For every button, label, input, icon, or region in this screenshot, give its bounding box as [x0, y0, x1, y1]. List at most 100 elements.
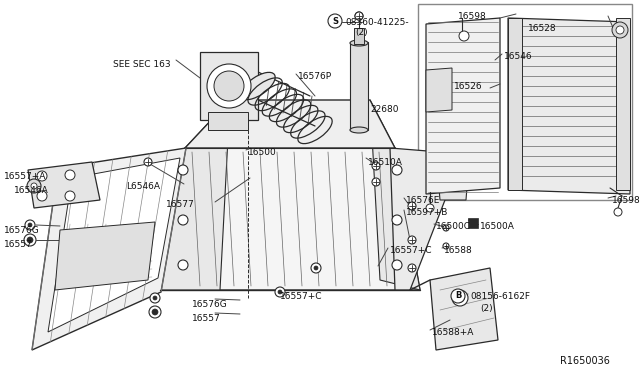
- Circle shape: [149, 306, 161, 318]
- Circle shape: [452, 290, 468, 306]
- Text: 16597+B: 16597+B: [406, 208, 449, 217]
- Text: R1650036: R1650036: [560, 356, 610, 366]
- Polygon shape: [48, 158, 180, 332]
- Circle shape: [392, 165, 402, 175]
- Bar: [418, 4, 632, 200]
- Circle shape: [144, 158, 152, 166]
- Polygon shape: [436, 148, 470, 200]
- Circle shape: [408, 236, 416, 244]
- Polygon shape: [616, 18, 630, 190]
- Text: 16588: 16588: [444, 246, 473, 255]
- Text: SEE SEC 163: SEE SEC 163: [113, 60, 171, 69]
- Circle shape: [27, 237, 33, 243]
- Text: 08360-41225-: 08360-41225-: [345, 18, 408, 27]
- Text: 22680: 22680: [370, 105, 399, 114]
- Text: B: B: [455, 292, 461, 301]
- Polygon shape: [200, 52, 258, 120]
- Circle shape: [459, 31, 469, 41]
- Circle shape: [37, 171, 47, 181]
- Circle shape: [152, 309, 158, 315]
- Circle shape: [153, 296, 157, 300]
- Circle shape: [614, 208, 622, 216]
- Polygon shape: [208, 112, 248, 130]
- Circle shape: [311, 263, 321, 273]
- Circle shape: [612, 22, 628, 38]
- Circle shape: [178, 215, 188, 225]
- Text: 16557: 16557: [192, 314, 221, 323]
- Text: 16557: 16557: [4, 240, 33, 249]
- Text: 16500C: 16500C: [436, 222, 471, 231]
- Text: 16598: 16598: [612, 196, 640, 205]
- Text: (2): (2): [480, 304, 493, 313]
- Polygon shape: [426, 68, 452, 112]
- Ellipse shape: [241, 73, 275, 100]
- Circle shape: [37, 191, 47, 201]
- Circle shape: [214, 71, 244, 101]
- Circle shape: [443, 243, 449, 249]
- Polygon shape: [55, 222, 155, 290]
- Text: 16598: 16598: [458, 12, 487, 21]
- Circle shape: [275, 287, 285, 297]
- Circle shape: [372, 162, 380, 170]
- Polygon shape: [430, 268, 498, 350]
- Circle shape: [207, 64, 251, 108]
- Polygon shape: [32, 148, 186, 350]
- Circle shape: [65, 191, 75, 201]
- Polygon shape: [426, 18, 500, 194]
- Polygon shape: [350, 42, 368, 130]
- Polygon shape: [185, 100, 395, 148]
- Circle shape: [456, 294, 464, 302]
- Text: 16557+C: 16557+C: [280, 292, 323, 301]
- Text: 16546: 16546: [504, 52, 532, 61]
- Circle shape: [28, 223, 32, 227]
- Circle shape: [178, 260, 188, 270]
- Text: 16526: 16526: [454, 82, 483, 91]
- Circle shape: [616, 26, 624, 34]
- Text: 16528: 16528: [528, 24, 557, 33]
- Circle shape: [355, 12, 363, 20]
- Circle shape: [426, 204, 434, 212]
- Text: 16510A: 16510A: [368, 158, 403, 167]
- Circle shape: [24, 234, 36, 246]
- Bar: [468, 218, 478, 228]
- Polygon shape: [390, 148, 445, 290]
- Circle shape: [31, 183, 37, 189]
- Text: (2): (2): [355, 28, 367, 37]
- Circle shape: [65, 170, 75, 180]
- Circle shape: [408, 202, 416, 210]
- Circle shape: [372, 178, 380, 186]
- Circle shape: [178, 165, 188, 175]
- Circle shape: [328, 14, 342, 28]
- Text: 16576G: 16576G: [192, 300, 228, 309]
- Text: 16577: 16577: [166, 200, 195, 209]
- Circle shape: [314, 266, 318, 270]
- Circle shape: [27, 179, 41, 193]
- Polygon shape: [370, 100, 420, 290]
- Polygon shape: [28, 162, 100, 208]
- Polygon shape: [508, 18, 522, 190]
- Circle shape: [278, 290, 282, 294]
- Text: 16546A: 16546A: [14, 186, 49, 195]
- Text: 16500A: 16500A: [480, 222, 515, 231]
- Text: 16588+A: 16588+A: [432, 328, 474, 337]
- Circle shape: [25, 220, 35, 230]
- Polygon shape: [508, 18, 630, 194]
- Polygon shape: [160, 148, 420, 290]
- Text: 16576E: 16576E: [406, 196, 440, 205]
- Text: S: S: [332, 16, 338, 26]
- Polygon shape: [160, 100, 230, 290]
- Circle shape: [392, 260, 402, 270]
- Circle shape: [443, 225, 449, 231]
- Text: 08156-6162F: 08156-6162F: [470, 292, 530, 301]
- Circle shape: [456, 294, 464, 302]
- Circle shape: [355, 12, 363, 20]
- Circle shape: [150, 293, 160, 303]
- Text: 16576P: 16576P: [298, 72, 332, 81]
- Text: 16557+A: 16557+A: [4, 172, 46, 181]
- Circle shape: [408, 264, 416, 272]
- Text: 16557+C: 16557+C: [390, 246, 433, 255]
- Text: 16500: 16500: [248, 148, 276, 157]
- Circle shape: [451, 289, 465, 303]
- Ellipse shape: [350, 40, 368, 46]
- Ellipse shape: [350, 127, 368, 133]
